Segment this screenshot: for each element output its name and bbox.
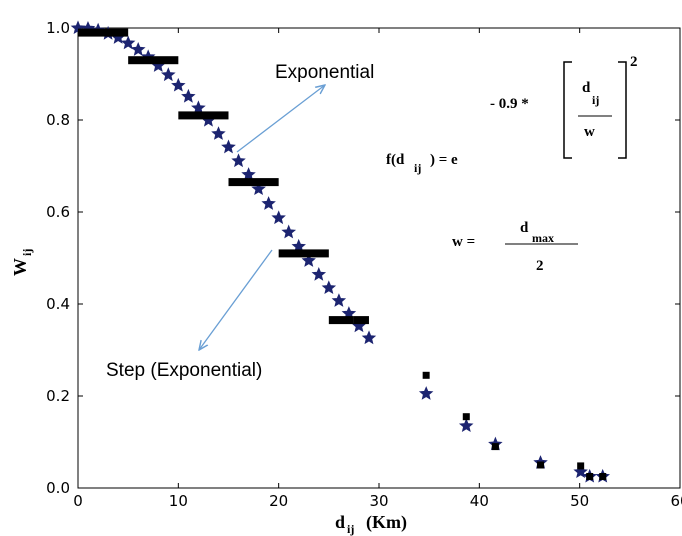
x-tick-label: 20	[269, 492, 288, 510]
y-axis-label-group: W ij	[10, 249, 34, 276]
point	[458, 418, 474, 433]
formula-text: - 0.9 *	[490, 96, 529, 112]
annotation: Exponential	[275, 62, 374, 83]
point	[573, 464, 588, 479]
point	[160, 67, 176, 82]
y-tick-label: 0.6	[46, 203, 70, 221]
x-axis-label: (Km)	[366, 512, 407, 533]
point	[341, 306, 357, 320]
point	[181, 88, 196, 103]
step-bar	[353, 316, 369, 325]
x-tick-label: 50	[570, 492, 589, 510]
y-axis-label: ij	[20, 249, 34, 256]
point	[261, 196, 276, 210]
step-point	[462, 413, 470, 421]
formula: - 0.9 * d ij w 2 f(d ij ) = e w = d max …	[386, 54, 638, 274]
plot-frame	[77, 27, 681, 489]
y-tick-label: 0.8	[46, 111, 70, 129]
x-tick-label: 30	[369, 492, 388, 510]
formula-text: 2	[630, 54, 638, 70]
formula-text: max	[532, 231, 554, 245]
step-bar	[78, 28, 129, 37]
point	[221, 139, 236, 154]
step-point	[537, 461, 545, 469]
step-point	[491, 443, 499, 451]
point	[321, 280, 337, 295]
point	[351, 318, 367, 333]
step-bar	[228, 178, 279, 187]
point	[291, 238, 306, 253]
y-tick-label: 0.2	[46, 387, 70, 405]
step-point	[422, 371, 430, 379]
point	[171, 77, 186, 92]
formula-text: w =	[452, 234, 475, 250]
step-point	[599, 473, 607, 480]
y-tick-label: 1.0	[46, 19, 70, 37]
point	[361, 330, 377, 345]
point	[120, 35, 136, 50]
formula-text: d	[582, 80, 591, 96]
y-tick-label: 0.4	[46, 295, 70, 313]
point	[251, 181, 266, 196]
formula-text: ij	[592, 93, 599, 107]
formula-text: ij	[414, 161, 421, 175]
point	[331, 293, 347, 307]
x-tick-label: 10	[169, 492, 188, 510]
step-point	[577, 462, 585, 470]
plot: 0.0 0.2 0.4 0.6 0.8 1.0 0 10 20 30 40 50 60	[46, 19, 682, 510]
point	[271, 210, 286, 225]
step-bar	[128, 56, 179, 65]
point	[231, 153, 246, 168]
point	[211, 126, 226, 140]
point	[311, 267, 327, 281]
point	[130, 41, 146, 56]
point	[191, 100, 206, 115]
step-point	[586, 473, 594, 480]
step-bar	[328, 316, 354, 325]
formula-text: ) = e	[430, 152, 458, 168]
point	[281, 224, 297, 239]
x-tick-label: 0	[73, 492, 83, 510]
x-tick-label: 40	[470, 492, 489, 510]
y-axis-label: W	[10, 258, 30, 276]
x-tick-label: 60	[670, 492, 682, 510]
annotation: Step (Exponential)	[106, 360, 262, 381]
arrow	[199, 249, 273, 350]
arrow	[236, 85, 325, 153]
step-bar	[178, 111, 229, 120]
formula-text: w	[584, 124, 595, 140]
point	[241, 167, 256, 181]
formula-text: d	[520, 220, 529, 236]
y-tick-label: 0.0	[46, 479, 70, 497]
step-bar	[278, 249, 329, 258]
point	[418, 386, 434, 400]
formula-text: 2	[536, 258, 544, 274]
x-axis-label: ij	[347, 522, 354, 536]
bracket	[563, 61, 627, 159]
formula-text: f(d	[386, 152, 405, 168]
point	[301, 253, 316, 267]
x-axis-label: d	[335, 512, 345, 532]
